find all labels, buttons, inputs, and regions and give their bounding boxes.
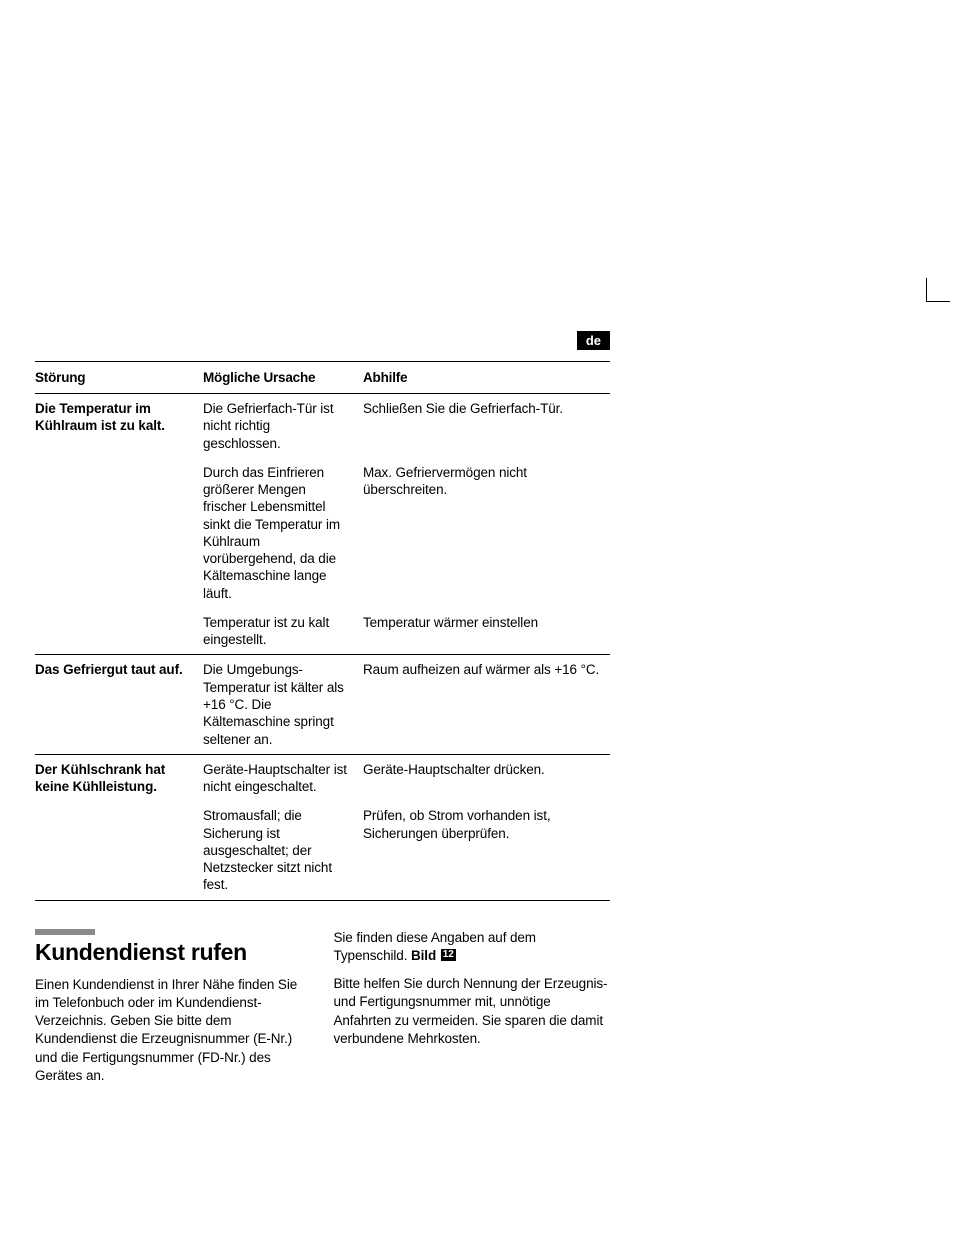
cell-abhilfe: Schließen Sie die Gefrierfach-Tür. — [363, 394, 610, 458]
language-tag: de — [577, 331, 610, 350]
cell-ursache: Die Gefrierfach-Tür ist nicht richtig ge… — [203, 394, 363, 458]
section-row: Kundendienst rufen Einen Kundendienst in… — [35, 929, 610, 1095]
table-body: Die Temperatur im Kühlraum ist zu kalt.D… — [35, 394, 610, 901]
th-ursache: Mögliche Ursache — [203, 362, 363, 394]
body-text-right-2: Bitte helfen Sie durch Nennung der Erzeu… — [334, 975, 611, 1048]
cell-abhilfe: Prüfen, ob Strom vorhanden ist, Sicherun… — [363, 801, 610, 900]
section-title: Kundendienst rufen — [35, 939, 312, 966]
section-bar — [35, 929, 95, 935]
table-row: Durch das Einfrieren größerer Mengen fri… — [35, 458, 610, 608]
table-row: Temperatur ist zu kalt eingestellt.Tempe… — [35, 608, 610, 655]
cell-ursache: Temperatur ist zu kalt eingestellt. — [203, 608, 363, 655]
col-left: Kundendienst rufen Einen Kundendienst in… — [35, 929, 312, 1095]
cell-abhilfe: Temperatur wärmer einstellen — [363, 608, 610, 655]
cell-ursache: Geräte-Hauptschalter ist nicht eingescha… — [203, 754, 363, 801]
content-area: de Störung Mögliche Ursache Abhilfe Die … — [35, 332, 610, 1095]
cell-stoer: Die Temperatur im Kühlraum ist zu kalt. — [35, 394, 203, 458]
troubleshoot-table: Störung Mögliche Ursache Abhilfe Die Tem… — [35, 361, 610, 901]
page: de Störung Mögliche Ursache Abhilfe Die … — [0, 0, 954, 1235]
cell-stoer — [35, 801, 203, 900]
th-abhilfe: Abhilfe — [363, 362, 610, 394]
cell-abhilfe: Geräte-Hauptschalter drücken. — [363, 754, 610, 801]
cell-stoer — [35, 608, 203, 655]
th-stoer: Störung — [35, 362, 203, 394]
body-text-right-1: Sie finden diese Angaben auf dem Typensc… — [334, 929, 611, 965]
table-row: Das Gefriergut taut auf.Die Umgebungs-Te… — [35, 655, 610, 754]
crop-mark — [926, 278, 950, 302]
table-row: Die Temperatur im Kühlraum ist zu kalt.D… — [35, 394, 610, 458]
bild-label: Bild — [411, 947, 436, 965]
cell-ursache: Durch das Einfrieren größerer Mengen fri… — [203, 458, 363, 608]
cell-stoer — [35, 458, 203, 608]
cell-ursache: Stromausfall; die Sicherung ist ausgesch… — [203, 801, 363, 900]
body-text-left: Einen Kundendienst in Ihrer Nähe finden … — [35, 976, 312, 1085]
cell-stoer: Der Kühlschrank hat keine Kühlleistung. — [35, 754, 203, 801]
cell-abhilfe: Raum aufheizen auf wärmer als +16 °C. — [363, 655, 610, 754]
table-row: Der Kühlschrank hat keine Kühlleistung.G… — [35, 754, 610, 801]
cell-stoer: Das Gefriergut taut auf. — [35, 655, 203, 754]
table-row: Stromausfall; die Sicherung ist ausgesch… — [35, 801, 610, 900]
col-right: Sie finden diese Angaben auf dem Typensc… — [334, 929, 611, 1095]
cell-ursache: Die Umgebungs-Temperatur ist kälter als … — [203, 655, 363, 754]
bild-num-icon: 12 — [441, 949, 456, 961]
cell-abhilfe: Max. Gefriervermögen nicht überschreiten… — [363, 458, 610, 608]
